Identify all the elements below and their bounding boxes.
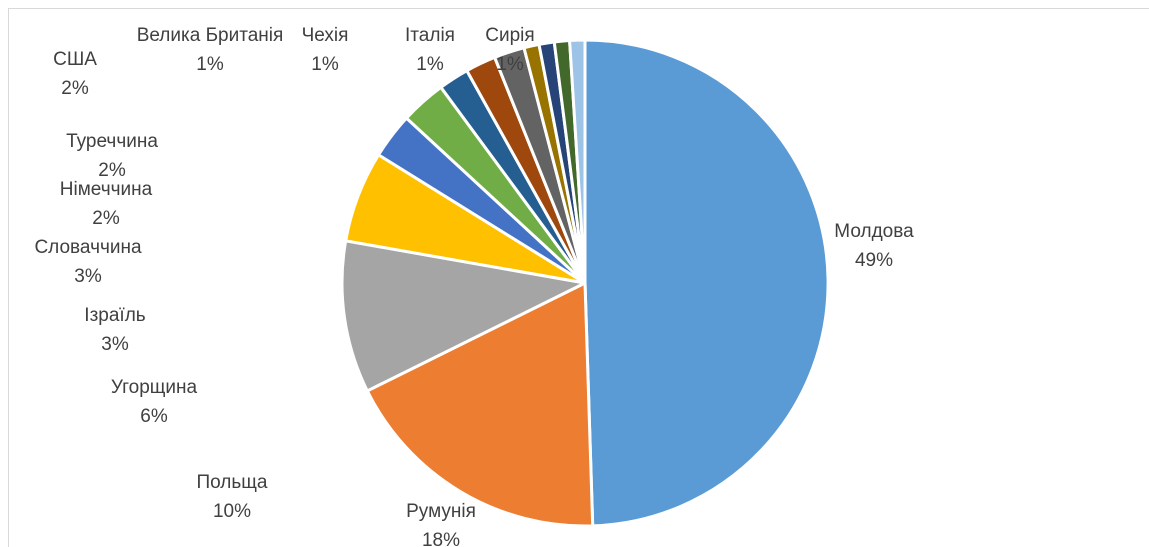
data-label-percent: 49% [855, 250, 893, 271]
data-label-name: Чехія [302, 25, 349, 46]
data-label-name: Сирія [485, 25, 534, 46]
data-label: Сирія 1% [485, 25, 534, 75]
data-label-percent: 1% [196, 54, 224, 75]
data-label-name: Німеччина [60, 179, 153, 200]
data-label-name: Туреччина [66, 131, 158, 152]
data-label: Велика Британія 1% [137, 25, 284, 75]
data-label-percent: 6% [140, 406, 168, 427]
data-label: Чехія 1% [302, 25, 349, 75]
slice-молдова [583, 38, 830, 528]
data-label: Польща 10% [197, 472, 268, 522]
data-label: Румунія 18% [406, 501, 476, 547]
slice-сирія [568, 38, 587, 285]
slice-румунія [365, 281, 595, 528]
data-label-percent: 10% [213, 501, 251, 522]
data-label-percent: 1% [311, 54, 339, 75]
data-label-name: Ізраїль [84, 305, 145, 326]
data-label-name: Польща [197, 472, 268, 493]
data-label-name: США [53, 49, 97, 70]
data-label: Туреччина 2% [66, 131, 158, 181]
data-label: Угорщина 6% [111, 377, 198, 427]
data-label-name: Словаччина [34, 237, 142, 258]
data-label-percent: 2% [61, 78, 89, 99]
data-label-percent: 1% [416, 54, 444, 75]
data-label-name: Молдова [834, 221, 914, 242]
chart-area [8, 8, 1149, 547]
data-label: Німеччина 2% [60, 179, 153, 229]
data-label-percent: 2% [98, 160, 126, 181]
data-label: Італія 1% [405, 25, 455, 75]
slice-польща [340, 239, 587, 393]
data-label: Ізраїль 3% [84, 305, 145, 355]
data-label-percent: 3% [74, 266, 102, 287]
data-label-name: Італія [405, 25, 455, 46]
data-label: Молдова 49% [834, 221, 914, 271]
data-label-name: Угорщина [111, 377, 198, 398]
data-label-percent: 1% [496, 54, 524, 75]
data-label-name: Велика Британія [137, 25, 284, 46]
data-label: Словаччина 3% [34, 237, 142, 287]
data-label-percent: 3% [101, 334, 129, 355]
data-label: США 2% [53, 49, 97, 99]
data-label-percent: 2% [92, 208, 120, 229]
data-label-name: Румунія [406, 501, 476, 522]
data-label-percent: 18% [422, 530, 460, 547]
